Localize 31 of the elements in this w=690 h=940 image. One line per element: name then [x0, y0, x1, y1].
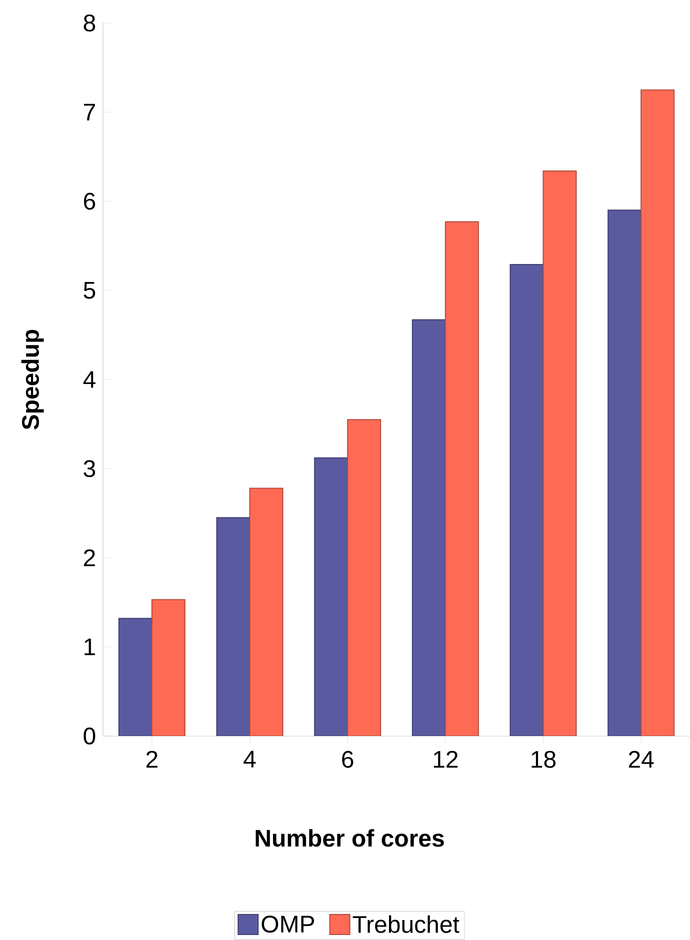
bar: [607, 210, 642, 736]
bar: [118, 618, 152, 736]
y-tick-label: 3: [84, 460, 95, 478]
bar: [151, 599, 186, 736]
x-tick-label: 2: [146, 750, 158, 768]
x-tick-label: 24: [628, 750, 654, 768]
bar: [444, 221, 479, 736]
y-tick-label: 5: [84, 282, 96, 299]
y-tick-label: 0: [84, 728, 96, 744]
x-axis-title: Number of cores: [256, 829, 444, 847]
y-tick-label: 8: [84, 14, 95, 32]
x-tick-label: 6: [342, 750, 354, 768]
y-tick-label: 4: [83, 371, 96, 388]
bar: [640, 89, 674, 736]
bar: [314, 457, 348, 736]
y-tick-label: 6: [84, 192, 95, 210]
x-tick-label: 12: [434, 750, 458, 768]
y-tick-label: 7: [84, 104, 95, 120]
legend-label: OMP: [262, 916, 314, 933]
bar: [249, 488, 284, 736]
x-tick-label: 4: [244, 750, 256, 768]
x-tick-label: 18: [532, 750, 556, 768]
y-axis-title: Speedup: [21, 330, 44, 430]
y-tick-label: 2: [84, 549, 95, 566]
bar: [216, 517, 250, 736]
bar: [412, 319, 446, 736]
y-tick-label: 1: [84, 638, 95, 656]
bar: [542, 170, 577, 736]
bar: [346, 419, 381, 736]
legend-label: Trebuchet: [352, 915, 460, 933]
bar: [510, 264, 544, 736]
